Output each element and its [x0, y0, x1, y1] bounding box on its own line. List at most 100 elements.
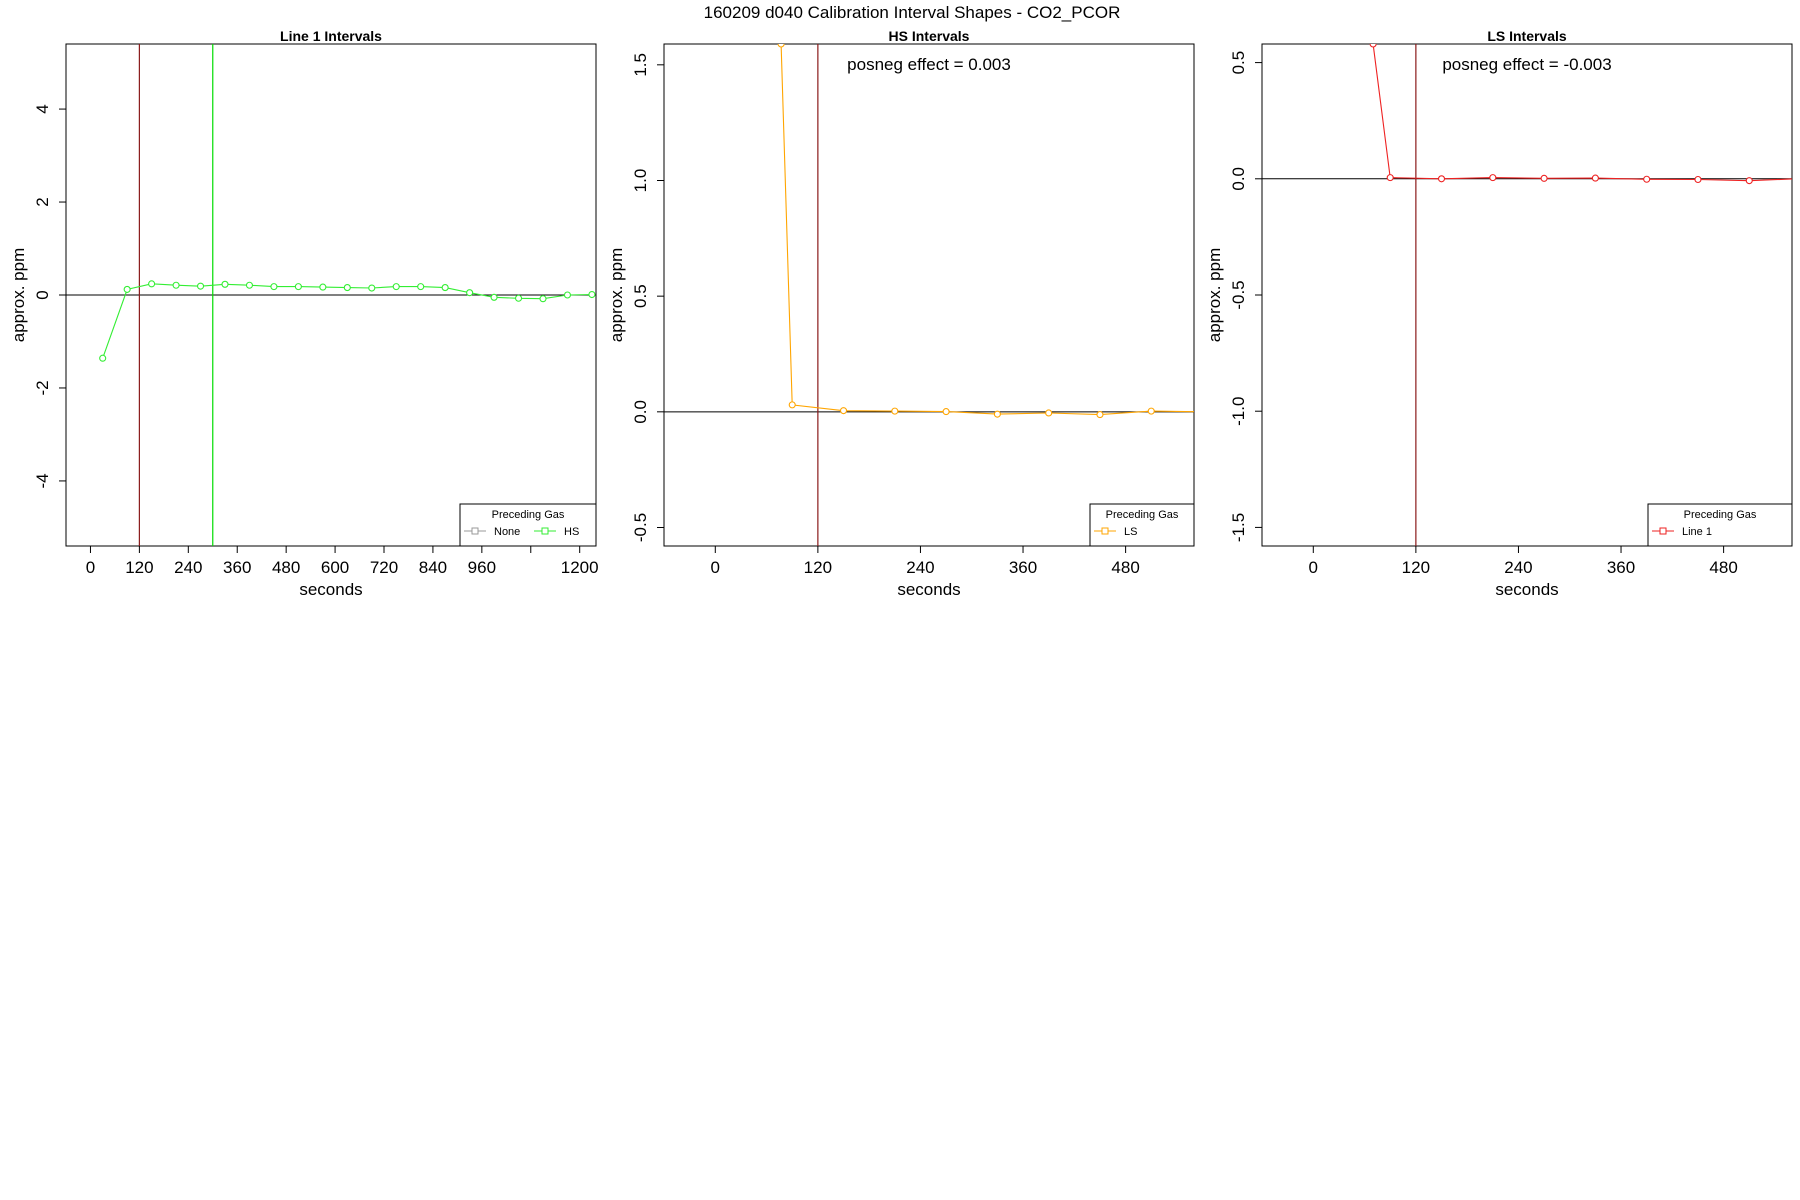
- legend-swatch-marker: [471, 527, 479, 535]
- data-point: [123, 285, 131, 293]
- y-tick-label: -2: [33, 380, 52, 395]
- x-tick-label: 0: [711, 558, 720, 577]
- y-tick-label: 2: [33, 197, 52, 206]
- data-point: [270, 283, 278, 291]
- data-point: [1591, 174, 1599, 182]
- series-line: [1372, 44, 1792, 182]
- legend-item-label: LS: [1124, 526, 1137, 538]
- data-point: [563, 291, 572, 299]
- x-tick-label: 0: [1309, 558, 1318, 577]
- x-tick-label: 480: [272, 558, 300, 577]
- legend-title: Preceding Gas: [1684, 509, 1757, 521]
- data-point: [1045, 409, 1053, 417]
- y-tick-label: 0.5: [1229, 51, 1248, 75]
- legend-swatch-marker: [1659, 527, 1667, 535]
- x-tick-label: 1200: [561, 558, 599, 577]
- plot-area: [664, 44, 1194, 546]
- posneg-annotation: posneg effect = 0.003: [847, 55, 1011, 74]
- data-point: [221, 280, 229, 288]
- legend: Preceding Gas Line 1: [1647, 503, 1793, 547]
- y-tick-label: 0.0: [631, 400, 650, 424]
- data-point: [368, 284, 376, 292]
- data-point: [1643, 175, 1651, 183]
- x-tick-label: 600: [321, 558, 349, 577]
- data-point: [1694, 175, 1702, 184]
- panel-3: LS Intervals 0 120 240 360 480 seconds -1.5 -1.0…: [1205, 28, 1793, 599]
- y-tick-label: 0.5: [631, 284, 650, 308]
- data-point: [343, 284, 351, 292]
- data-point: [319, 283, 327, 291]
- data-point: [1489, 174, 1497, 182]
- y-tick-label: -1.5: [1229, 513, 1248, 542]
- panel-title: LS Intervals: [1487, 28, 1567, 44]
- data-point: [777, 44, 785, 48]
- x-axis-label: seconds: [897, 580, 960, 599]
- x-tick-label: 0: [86, 558, 95, 577]
- x-tick-label: 360: [223, 558, 251, 577]
- y-tick-label: 1.0: [631, 169, 650, 193]
- data-point: [1096, 411, 1104, 419]
- y-axis-label: approx. ppm: [1205, 248, 1224, 343]
- panel-title: HS Intervals: [889, 28, 970, 44]
- data-point: [294, 283, 302, 291]
- y-tick-label: -0.5: [1229, 280, 1248, 309]
- data-point: [1369, 44, 1377, 48]
- x-tick-label: 960: [468, 558, 496, 577]
- panel-2: HS Intervals 0 120 240 360 480 seconds -0.5 0.0 0…: [607, 28, 1195, 599]
- legend: Preceding Gas None HS: [459, 503, 597, 547]
- y-tick-label: -4: [33, 473, 52, 488]
- x-tick-label: 120: [125, 558, 153, 577]
- data-point: [1437, 175, 1446, 183]
- posneg-annotation: posneg effect = -0.003: [1442, 55, 1611, 74]
- data-point: [514, 294, 523, 302]
- x-axis-label: seconds: [1495, 580, 1558, 599]
- figure-title: 160209 d040 Calibration Interval Shapes …: [704, 3, 1121, 22]
- plot-area: [1262, 44, 1792, 546]
- data-point: [490, 293, 498, 301]
- y-tick-label: 0.0: [1229, 167, 1248, 191]
- data-point: [148, 280, 156, 288]
- x-axis: 0 120 240 360 480 seconds: [1309, 545, 1738, 599]
- y-tick-label: 0: [33, 290, 52, 299]
- y-tick-label: 4: [33, 104, 52, 113]
- data-point: [196, 282, 205, 290]
- data-point: [891, 407, 899, 415]
- x-tick-label: 240: [1504, 558, 1532, 577]
- data-point: [1745, 177, 1753, 185]
- plot-area: [66, 44, 596, 546]
- x-tick-label: 120: [1402, 558, 1430, 577]
- x-axis-label: seconds: [299, 580, 362, 599]
- legend-swatch-marker: [541, 527, 549, 535]
- legend-item-label: None: [494, 526, 520, 538]
- legend-item-label: HS: [564, 526, 579, 538]
- y-axis-label: approx. ppm: [9, 248, 28, 343]
- data-point: [99, 354, 107, 362]
- data-point: [942, 408, 950, 416]
- y-tick-label: 1.5: [631, 53, 650, 77]
- data-point: [1147, 407, 1155, 415]
- legend-title: Preceding Gas: [1106, 509, 1179, 521]
- x-tick-label: 240: [174, 558, 202, 577]
- data-point: [788, 401, 796, 409]
- x-tick-label: 240: [906, 558, 934, 577]
- data-point: [1386, 174, 1394, 182]
- y-axis: -1.5 -1.0 -0.5 0.0 0.5 approx. ppm: [1205, 51, 1263, 542]
- x-tick-label: 360: [1009, 558, 1037, 577]
- data-point: [392, 283, 400, 291]
- data-point: [1540, 174, 1548, 182]
- legend-title: Preceding Gas: [492, 509, 565, 521]
- x-tick-label: 480: [1111, 558, 1139, 577]
- data-point: [441, 284, 449, 292]
- series-line: [780, 44, 1194, 416]
- legend-swatch-marker: [1101, 527, 1109, 535]
- data-point: [172, 281, 180, 289]
- y-axis-label: approx. ppm: [607, 248, 626, 343]
- x-axis: 0 120 240 360 480 600 720 840 960 1200 seconds: [86, 545, 599, 599]
- data-point: [539, 295, 547, 303]
- x-tick-label: 480: [1709, 558, 1737, 577]
- legend-item-label: Line 1: [1682, 526, 1712, 538]
- legend-box: [459, 503, 597, 547]
